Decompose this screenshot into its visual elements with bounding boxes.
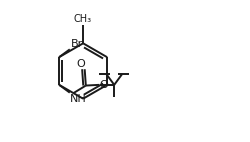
Text: Br: Br xyxy=(70,39,83,49)
Text: O: O xyxy=(100,80,108,90)
Text: CH₃: CH₃ xyxy=(73,14,92,24)
Text: NH: NH xyxy=(70,94,87,104)
Text: O: O xyxy=(77,59,86,69)
